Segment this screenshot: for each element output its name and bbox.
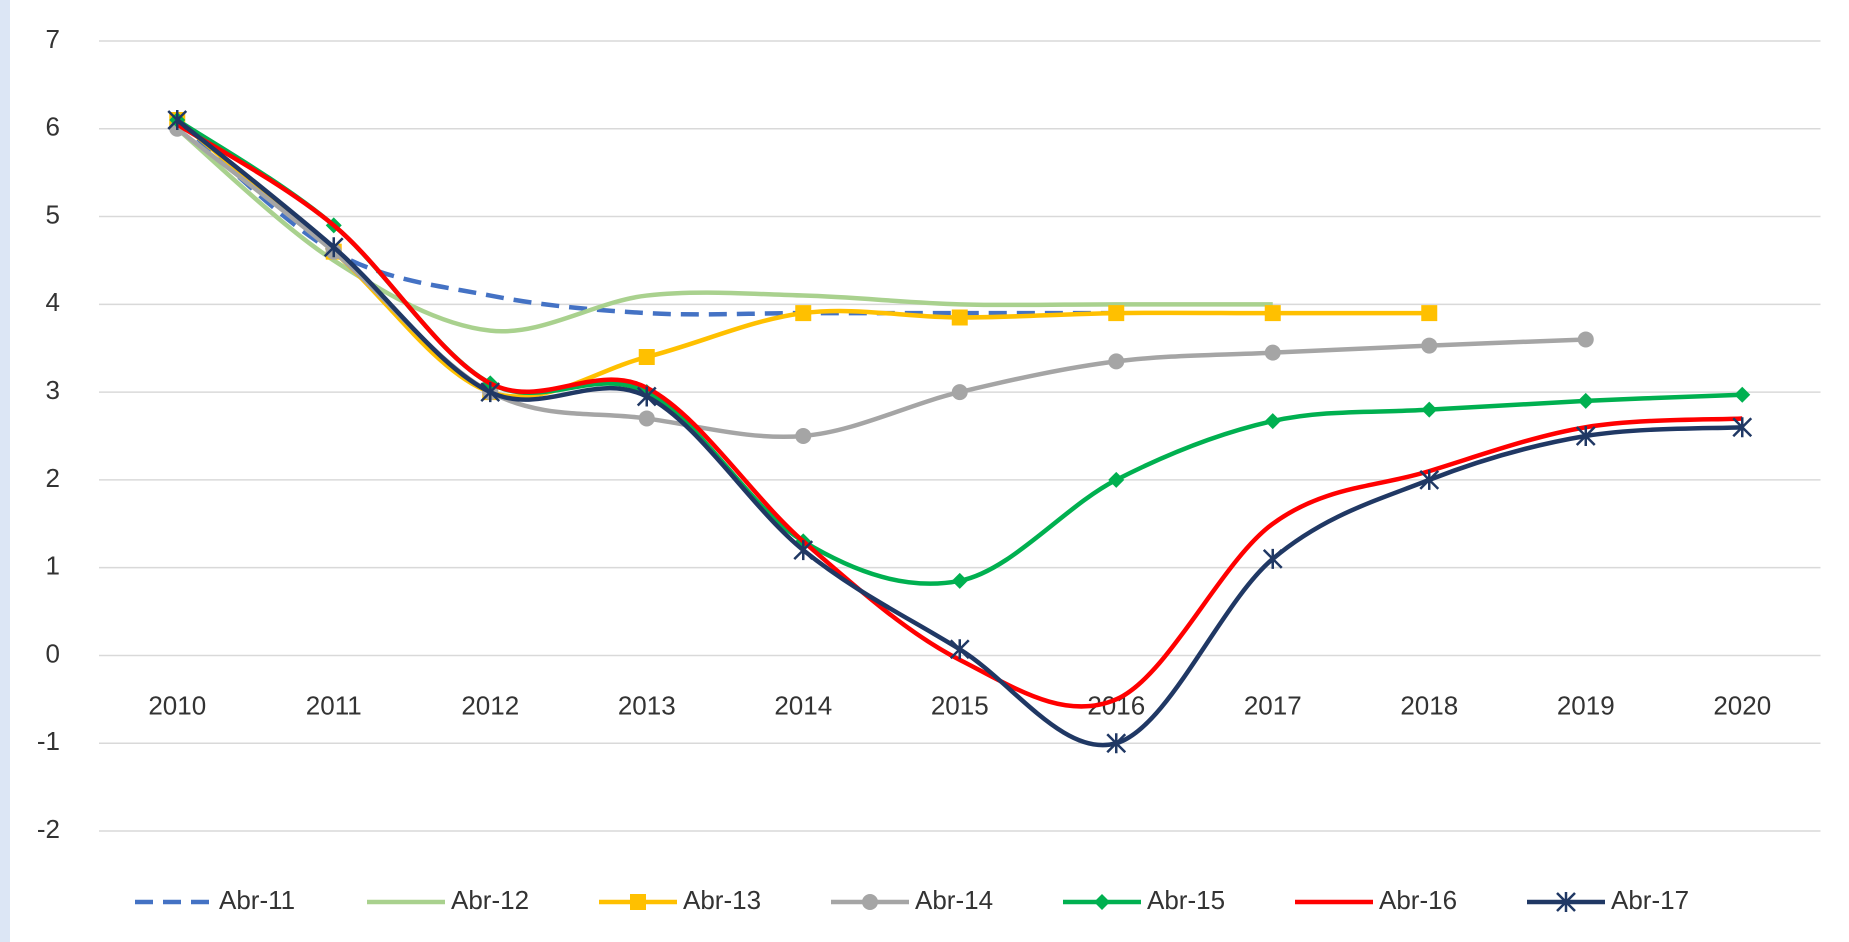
marker [949, 639, 970, 660]
legend-label: Abr-12 [451, 885, 529, 915]
legend-label: Abr-14 [915, 885, 993, 915]
marker [1419, 469, 1440, 490]
legend-label: Abr-11 [219, 885, 295, 915]
marker [1577, 392, 1594, 409]
x-tick-label: 2018 [1400, 690, 1458, 720]
legend-item: Abr-12 [367, 885, 529, 915]
marker [1421, 337, 1438, 354]
y-tick-label: -2 [37, 814, 60, 844]
marker [951, 309, 968, 326]
y-tick-label: 4 [46, 287, 60, 317]
marker [1262, 548, 1283, 569]
y-tick-label: 7 [46, 24, 60, 54]
series-line [175, 127, 1273, 334]
y-tick-label: 0 [46, 638, 60, 668]
x-tick-label: 2014 [774, 690, 832, 720]
x-tick-label: 2010 [148, 690, 206, 720]
marker [951, 572, 968, 589]
x-tick-label: 2011 [306, 690, 362, 720]
marker [1106, 733, 1127, 754]
marker [1575, 426, 1596, 446]
marker [480, 382, 501, 403]
y-tick-label: 5 [46, 199, 60, 229]
series-line [176, 122, 1743, 709]
left-edge [0, 0, 10, 942]
marker [323, 237, 344, 258]
x-tick-label: 2012 [461, 690, 519, 720]
legend-label: Abr-15 [1147, 885, 1225, 915]
marker [795, 428, 812, 444]
marker [1108, 305, 1125, 322]
legend-item: Abr-17 [1527, 885, 1689, 915]
marker [167, 110, 188, 130]
y-tick-label: 3 [46, 375, 60, 405]
legend-item: Abr-14 [831, 885, 993, 915]
y-tick-label: -1 [37, 726, 60, 756]
marker [793, 540, 814, 561]
legend-item: Abr-13 [599, 885, 761, 915]
marker [1094, 894, 1110, 910]
y-tick-label: 6 [46, 112, 60, 142]
x-tick-label: 2020 [1713, 690, 1771, 720]
x-tick-label: 2015 [931, 690, 989, 720]
marker [1264, 413, 1281, 430]
marker [795, 305, 812, 322]
y-tick-label: 1 [46, 551, 60, 581]
marker [1108, 471, 1125, 488]
marker [1421, 401, 1438, 418]
legend-label: Abr-13 [683, 885, 761, 915]
marker [1264, 305, 1281, 322]
legend-label: Abr-17 [1611, 885, 1689, 915]
x-tick-label: 2017 [1244, 690, 1302, 720]
marker [636, 386, 657, 407]
marker [1264, 344, 1281, 361]
y-tick-label: 2 [46, 463, 60, 493]
legend-label: Abr-16 [1379, 885, 1457, 915]
marker [862, 894, 878, 910]
x-tick-label: 2019 [1557, 690, 1615, 720]
marker [1421, 305, 1438, 322]
marker [1577, 331, 1594, 348]
legend-item: Abr-16 [1295, 885, 1457, 915]
legend-item: Abr-15 [1063, 885, 1225, 915]
marker [630, 894, 646, 910]
x-tick-label: 2013 [618, 690, 676, 720]
marker [951, 384, 968, 401]
marker [1556, 892, 1576, 912]
marker [1734, 386, 1751, 403]
legend-item: Abr-11 [135, 885, 295, 915]
marker [1732, 417, 1753, 438]
marker [638, 349, 655, 365]
marker [638, 410, 655, 427]
marker [1108, 353, 1125, 370]
